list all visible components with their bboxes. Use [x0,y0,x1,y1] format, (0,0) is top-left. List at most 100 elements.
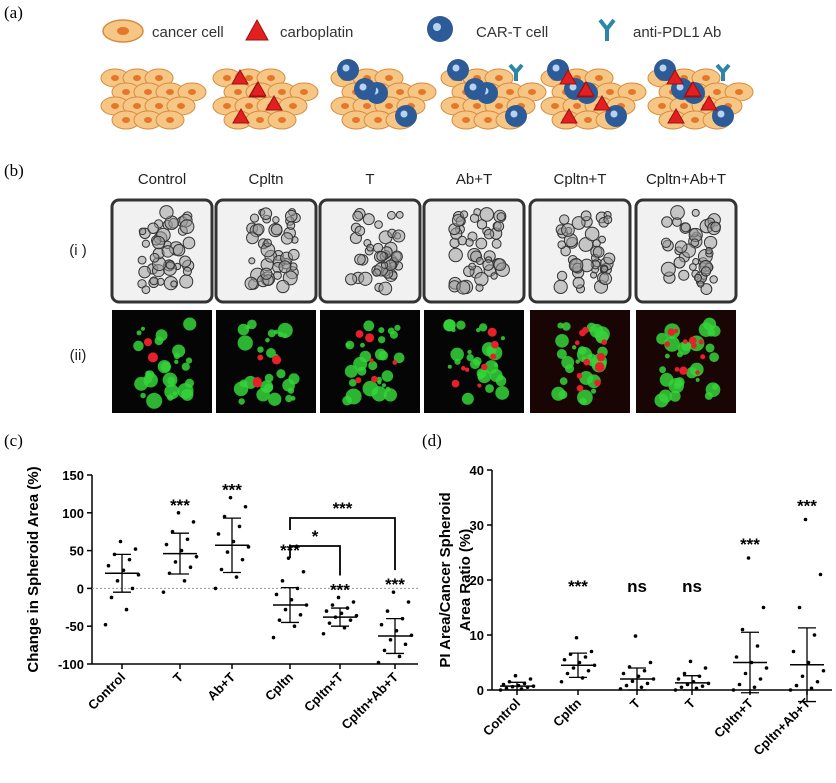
data-point [794,683,799,688]
live-cell [237,335,253,351]
bf-cell [387,210,396,220]
bf-cell [483,228,495,240]
bf-cell [179,274,194,289]
live-cell [184,378,195,388]
significance-label: *** [170,496,190,515]
bf-cell [260,267,273,280]
significance-label: *** [740,535,760,554]
dead-cell [369,358,374,363]
bf-cell [580,210,592,222]
live-cell [353,356,368,371]
live-cell [590,388,597,394]
bf-cell [475,237,488,250]
data-point [589,649,594,654]
dead-cell [682,339,688,344]
car-t-core [400,110,408,118]
live-cell [368,360,378,371]
data-point [498,688,503,692]
live-cell [466,354,474,362]
live-cell [183,317,197,331]
bf-cell [689,263,697,271]
live-cell [478,323,488,332]
car-t-core [342,64,350,72]
row-label: (ii) [70,347,87,364]
live-cell [711,383,719,390]
car-t-core [659,64,667,72]
dead-cell [147,352,158,363]
carboplatin [667,107,685,124]
y-tick-label: 20 [470,573,484,588]
data-point [812,633,817,637]
live-cell [285,394,293,403]
y-tick-label: 10 [470,628,484,643]
legend-text: CAR-T cell [476,24,548,41]
y-tick-label: 0 [77,581,84,596]
nucleus [223,103,231,109]
live-cell [134,376,149,391]
live-cell [689,362,704,377]
data-point [528,677,533,681]
bf-cell [493,220,505,232]
nucleus [385,103,393,109]
nucleus [363,103,371,109]
live-cell [469,358,481,370]
data-point [330,603,335,607]
bf-cell [599,272,613,286]
live-cell [345,388,362,405]
live-cell [287,387,295,394]
nucleus [289,103,297,109]
nucleus [267,75,275,81]
significance-label: ns [627,577,647,596]
schematic [100,59,754,130]
y-tick-label: 30 [470,518,484,533]
data-point [809,686,814,691]
data-point [406,600,411,604]
x-tick-label: T [170,669,186,685]
dead-cell [695,370,700,375]
panel-label: (a) [4,3,23,22]
bf-cell [592,246,605,258]
live-cell [181,362,190,371]
live-cell [705,343,715,353]
live-cell [268,392,282,406]
bf-cell [287,248,300,261]
car-t-core [452,64,460,72]
data-point [648,660,653,665]
nucleus [528,89,536,95]
nucleus [473,103,481,109]
data-point [562,657,567,662]
bf-cell [703,235,718,250]
dead-cell [664,341,670,347]
y-axis-label: Area Ratio (%) [457,529,474,632]
bf-cell [482,259,494,271]
nucleus [418,89,426,95]
dead-cell [674,367,680,372]
bf-cell [603,252,616,265]
x-tick-label: T [627,695,643,711]
live-cell [265,337,270,343]
data-point [633,634,638,638]
data-point [240,557,245,562]
live-cell [133,340,144,352]
bf-cell [151,235,166,250]
bf-cell [372,268,381,277]
bf-cell [590,271,598,279]
comparison-bracket [289,517,396,571]
nucleus [385,75,393,81]
data-point [818,572,823,577]
live-cell [160,361,171,372]
carboplatin [700,94,718,111]
live-cell [389,330,398,339]
bf-cell [149,276,159,286]
bf-cell [697,280,705,288]
y-tick-label: 50 [70,544,84,559]
data-point [740,627,745,632]
data-point [191,520,196,524]
dead-cell [487,327,497,337]
significance-label: *** [222,481,242,500]
bf-cell [693,273,703,282]
nucleus [495,103,503,109]
live-cell [162,372,178,388]
live-cell [476,327,481,333]
